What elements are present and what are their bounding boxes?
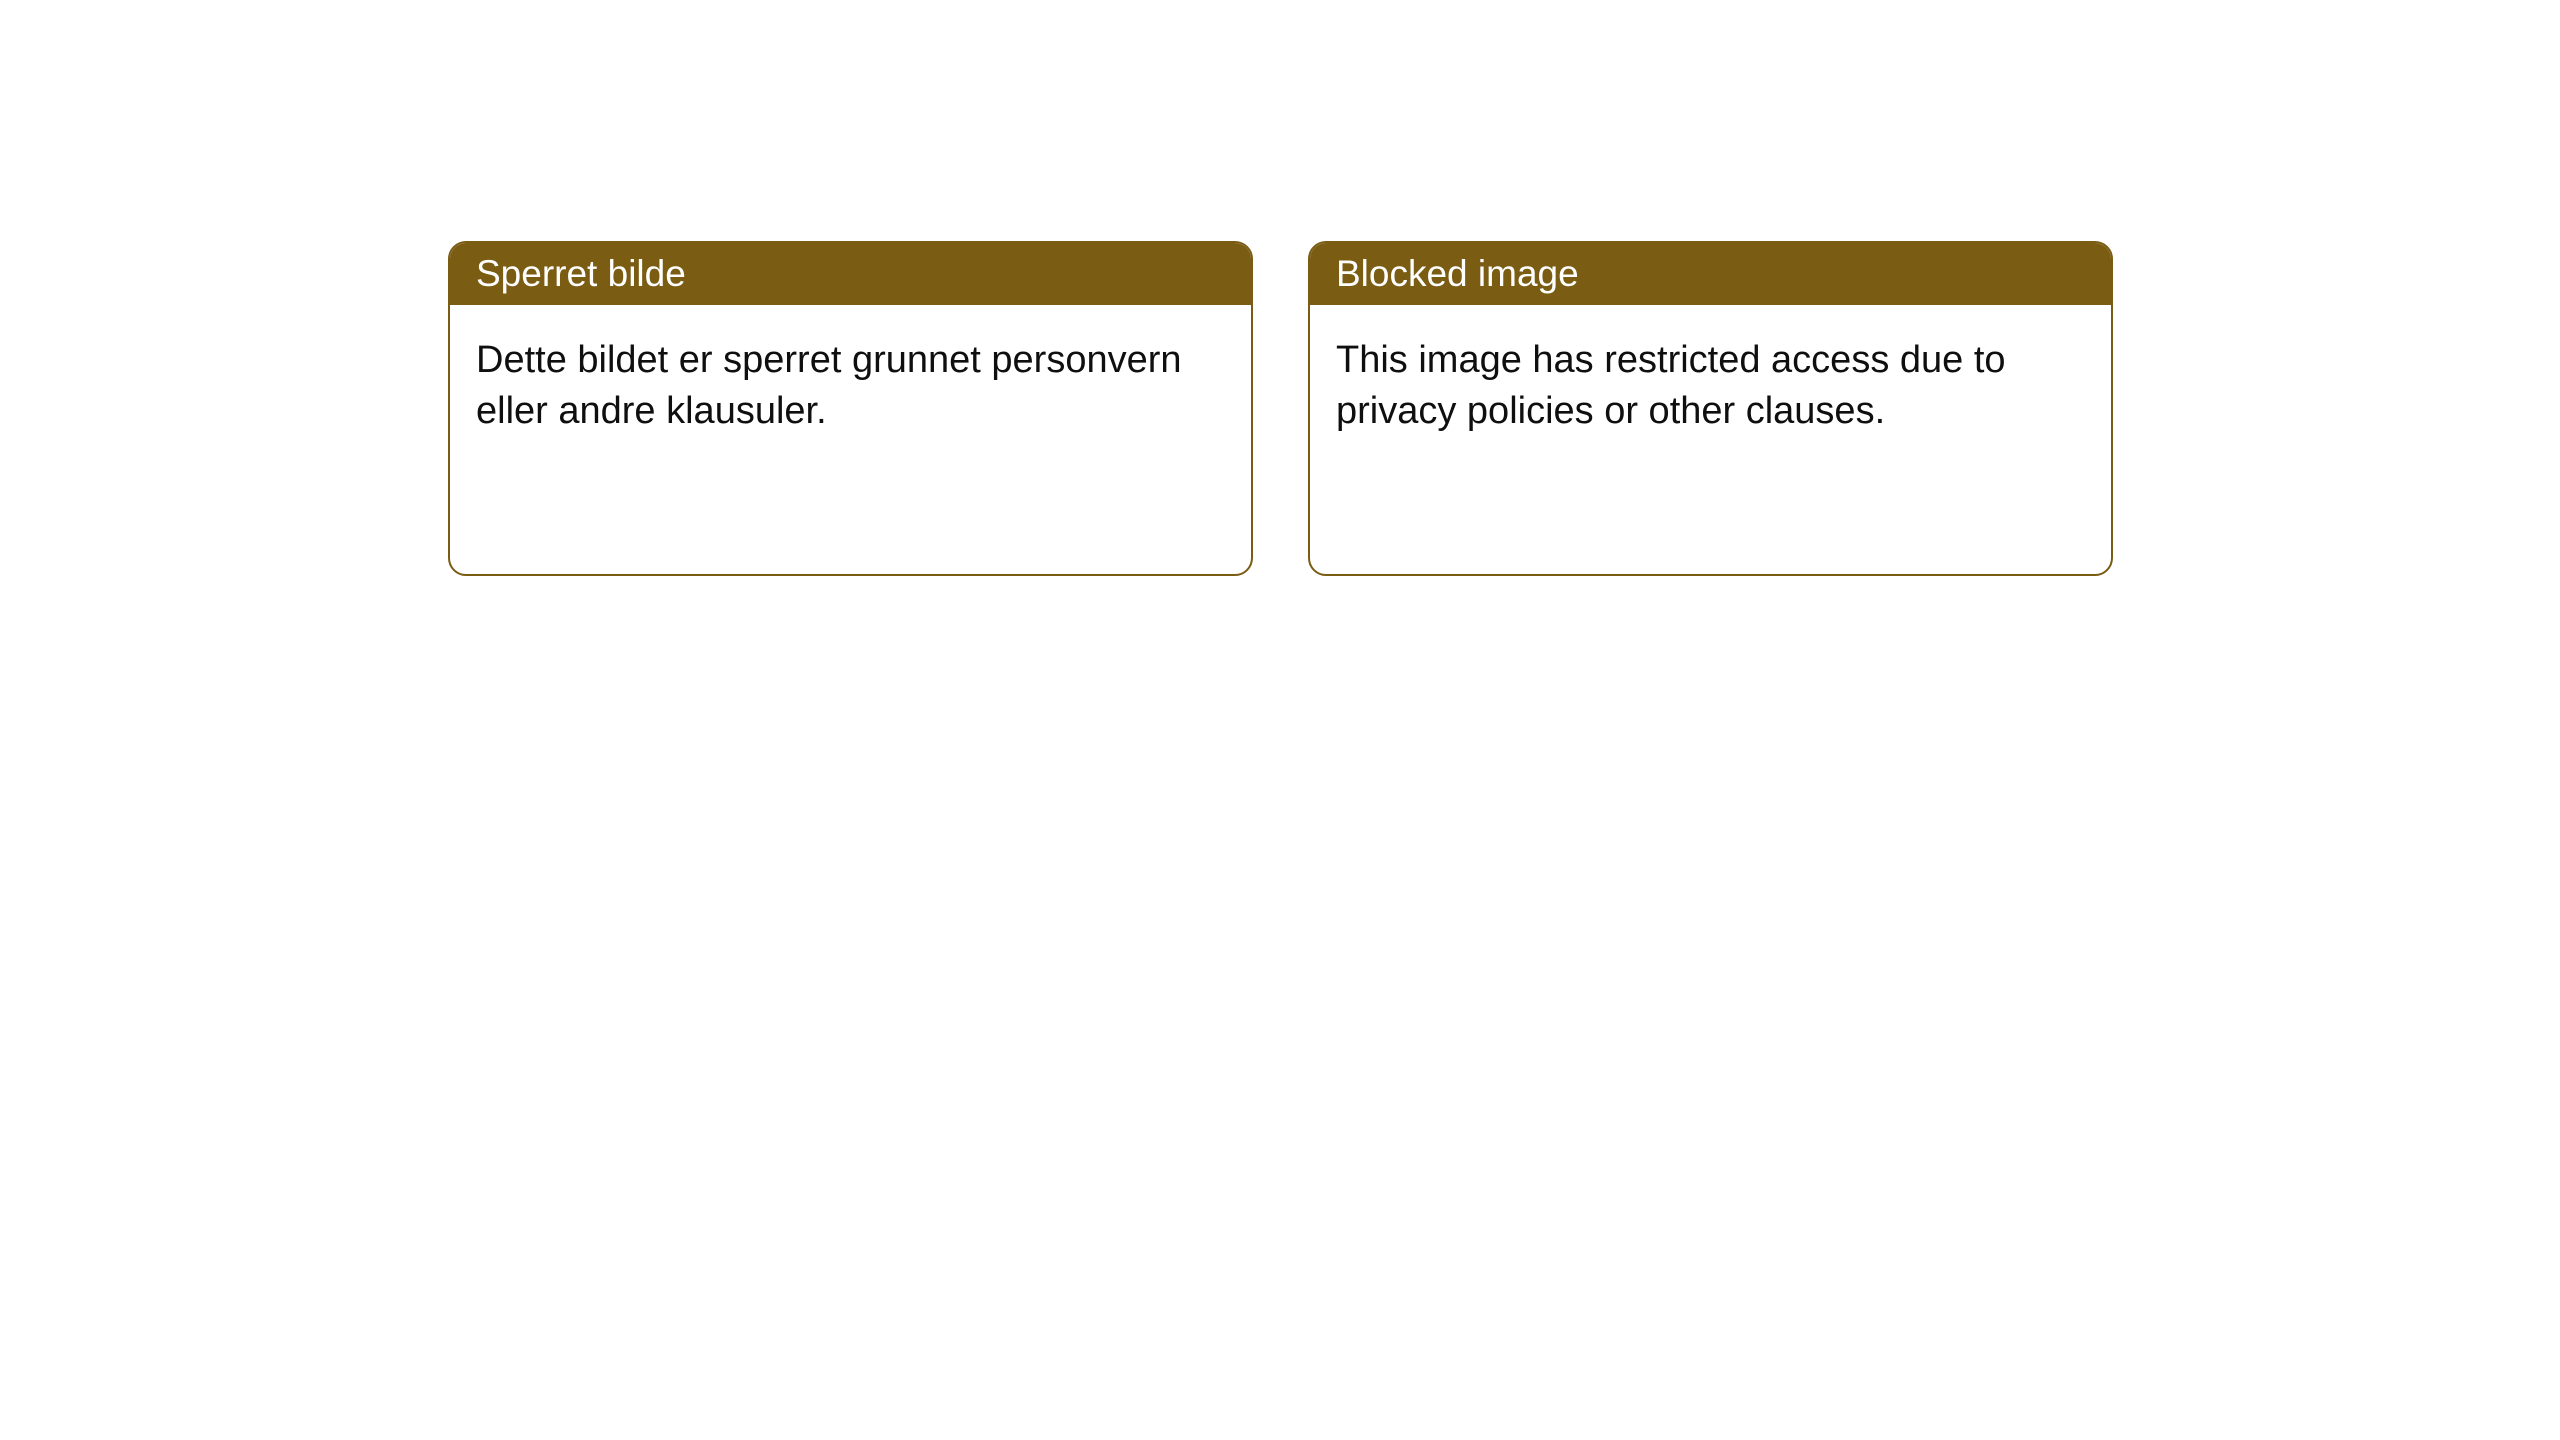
card-body: Dette bildet er sperret grunnet personve… [450,305,1251,468]
card-body: This image has restricted access due to … [1310,305,2111,468]
notice-card-norwegian: Sperret bilde Dette bildet er sperret gr… [448,241,1253,576]
card-header: Blocked image [1310,243,2111,305]
notice-card-english: Blocked image This image has restricted … [1308,241,2113,576]
notice-cards-container: Sperret bilde Dette bildet er sperret gr… [0,0,2560,576]
card-header: Sperret bilde [450,243,1251,305]
